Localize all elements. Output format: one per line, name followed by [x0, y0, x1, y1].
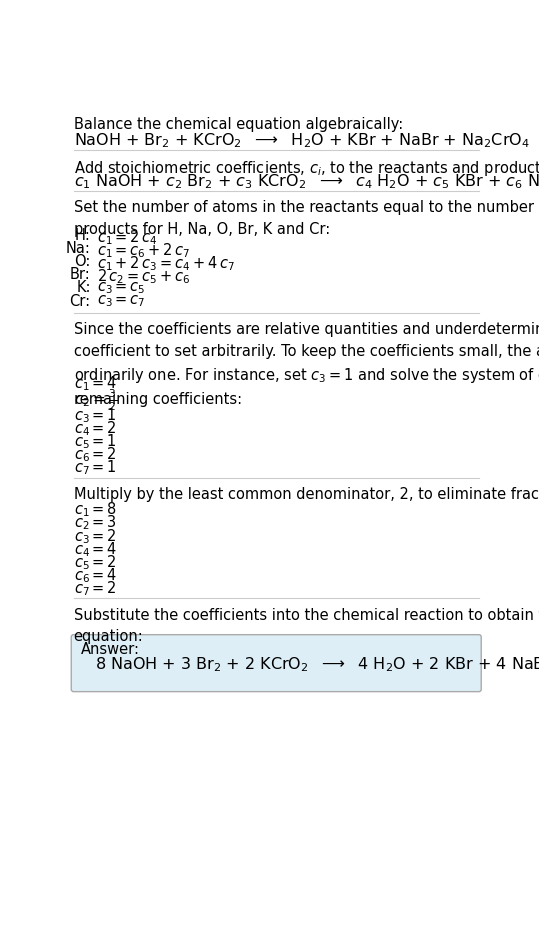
Text: $c_3 = 2$: $c_3 = 2$: [74, 527, 116, 545]
Text: $c_3 = c_7$: $c_3 = c_7$: [97, 294, 146, 309]
FancyBboxPatch shape: [71, 635, 481, 692]
Text: NaOH $+$ Br$_2$ $+$ KCrO$_2$  $\longrightarrow$  H$_2$O $+$ KBr $+$ NaBr $+$ Na$: NaOH $+$ Br$_2$ $+$ KCrO$_2$ $\longright…: [74, 131, 529, 150]
Text: Na:: Na:: [66, 241, 91, 256]
Text: Substitute the coefficients into the chemical reaction to obtain the balanced
eq: Substitute the coefficients into the che…: [74, 608, 539, 644]
Text: $c_6 = 2$: $c_6 = 2$: [74, 445, 116, 464]
Text: Add stoichiometric coefficients, $c_i$, to the reactants and products:: Add stoichiometric coefficients, $c_i$, …: [74, 158, 539, 178]
Text: Answer:: Answer:: [81, 641, 140, 657]
Text: $c_5 = 1$: $c_5 = 1$: [74, 432, 116, 451]
Text: $c_2 = \frac{3}{2}$: $c_2 = \frac{3}{2}$: [74, 388, 117, 413]
Text: H:: H:: [75, 228, 91, 243]
Text: Set the number of atoms in the reactants equal to the number of atoms in the
pro: Set the number of atoms in the reactants…: [74, 200, 539, 237]
Text: Br:: Br:: [70, 267, 91, 282]
Text: $c_4 = 4$: $c_4 = 4$: [74, 540, 117, 558]
Text: $c_6 = 4$: $c_6 = 4$: [74, 566, 117, 585]
Text: Since the coefficients are relative quantities and underdetermined, choose a
coe: Since the coefficients are relative quan…: [74, 322, 539, 407]
Text: Balance the chemical equation algebraically:: Balance the chemical equation algebraica…: [74, 117, 403, 132]
Text: K:: K:: [76, 281, 91, 295]
Text: $2\,c_2 = c_5 + c_6$: $2\,c_2 = c_5 + c_6$: [97, 267, 190, 286]
Text: Multiply by the least common denominator, 2, to eliminate fractional coefficient: Multiply by the least common denominator…: [74, 487, 539, 501]
Text: $c_1 = 4$: $c_1 = 4$: [74, 375, 117, 393]
Text: $c_4 = 2$: $c_4 = 2$: [74, 419, 116, 438]
Text: $c_2 = 3$: $c_2 = 3$: [74, 514, 116, 532]
Text: $c_1 = 8$: $c_1 = 8$: [74, 500, 117, 519]
Text: Cr:: Cr:: [70, 294, 91, 308]
Text: $c_1$ NaOH $+$ $c_2$ Br$_2$ $+$ $c_3$ KCrO$_2$  $\longrightarrow$  $c_4$ H$_2$O : $c_1$ NaOH $+$ $c_2$ Br$_2$ $+$ $c_3$ KC…: [74, 172, 539, 191]
Text: $c_7 = 1$: $c_7 = 1$: [74, 459, 116, 477]
Text: $c_1 = 2\,c_4$: $c_1 = 2\,c_4$: [97, 228, 157, 247]
Text: $c_3 = 1$: $c_3 = 1$: [74, 406, 116, 425]
Text: $c_5 = 2$: $c_5 = 2$: [74, 553, 116, 571]
Text: 8 NaOH $+$ 3 Br$_2$ $+$ 2 KCrO$_2$  $\longrightarrow$  4 H$_2$O $+$ 2 KBr $+$ 4 : 8 NaOH $+$ 3 Br$_2$ $+$ 2 KCrO$_2$ $\lon…: [95, 655, 539, 674]
Text: $c_3 = c_5$: $c_3 = c_5$: [97, 281, 146, 296]
Text: O:: O:: [74, 254, 91, 269]
Text: $c_7 = 2$: $c_7 = 2$: [74, 579, 116, 598]
Text: $c_1 = c_6 + 2\,c_7$: $c_1 = c_6 + 2\,c_7$: [97, 241, 190, 260]
Text: $c_1 + 2\,c_3 = c_4 + 4\,c_7$: $c_1 + 2\,c_3 = c_4 + 4\,c_7$: [97, 254, 234, 273]
